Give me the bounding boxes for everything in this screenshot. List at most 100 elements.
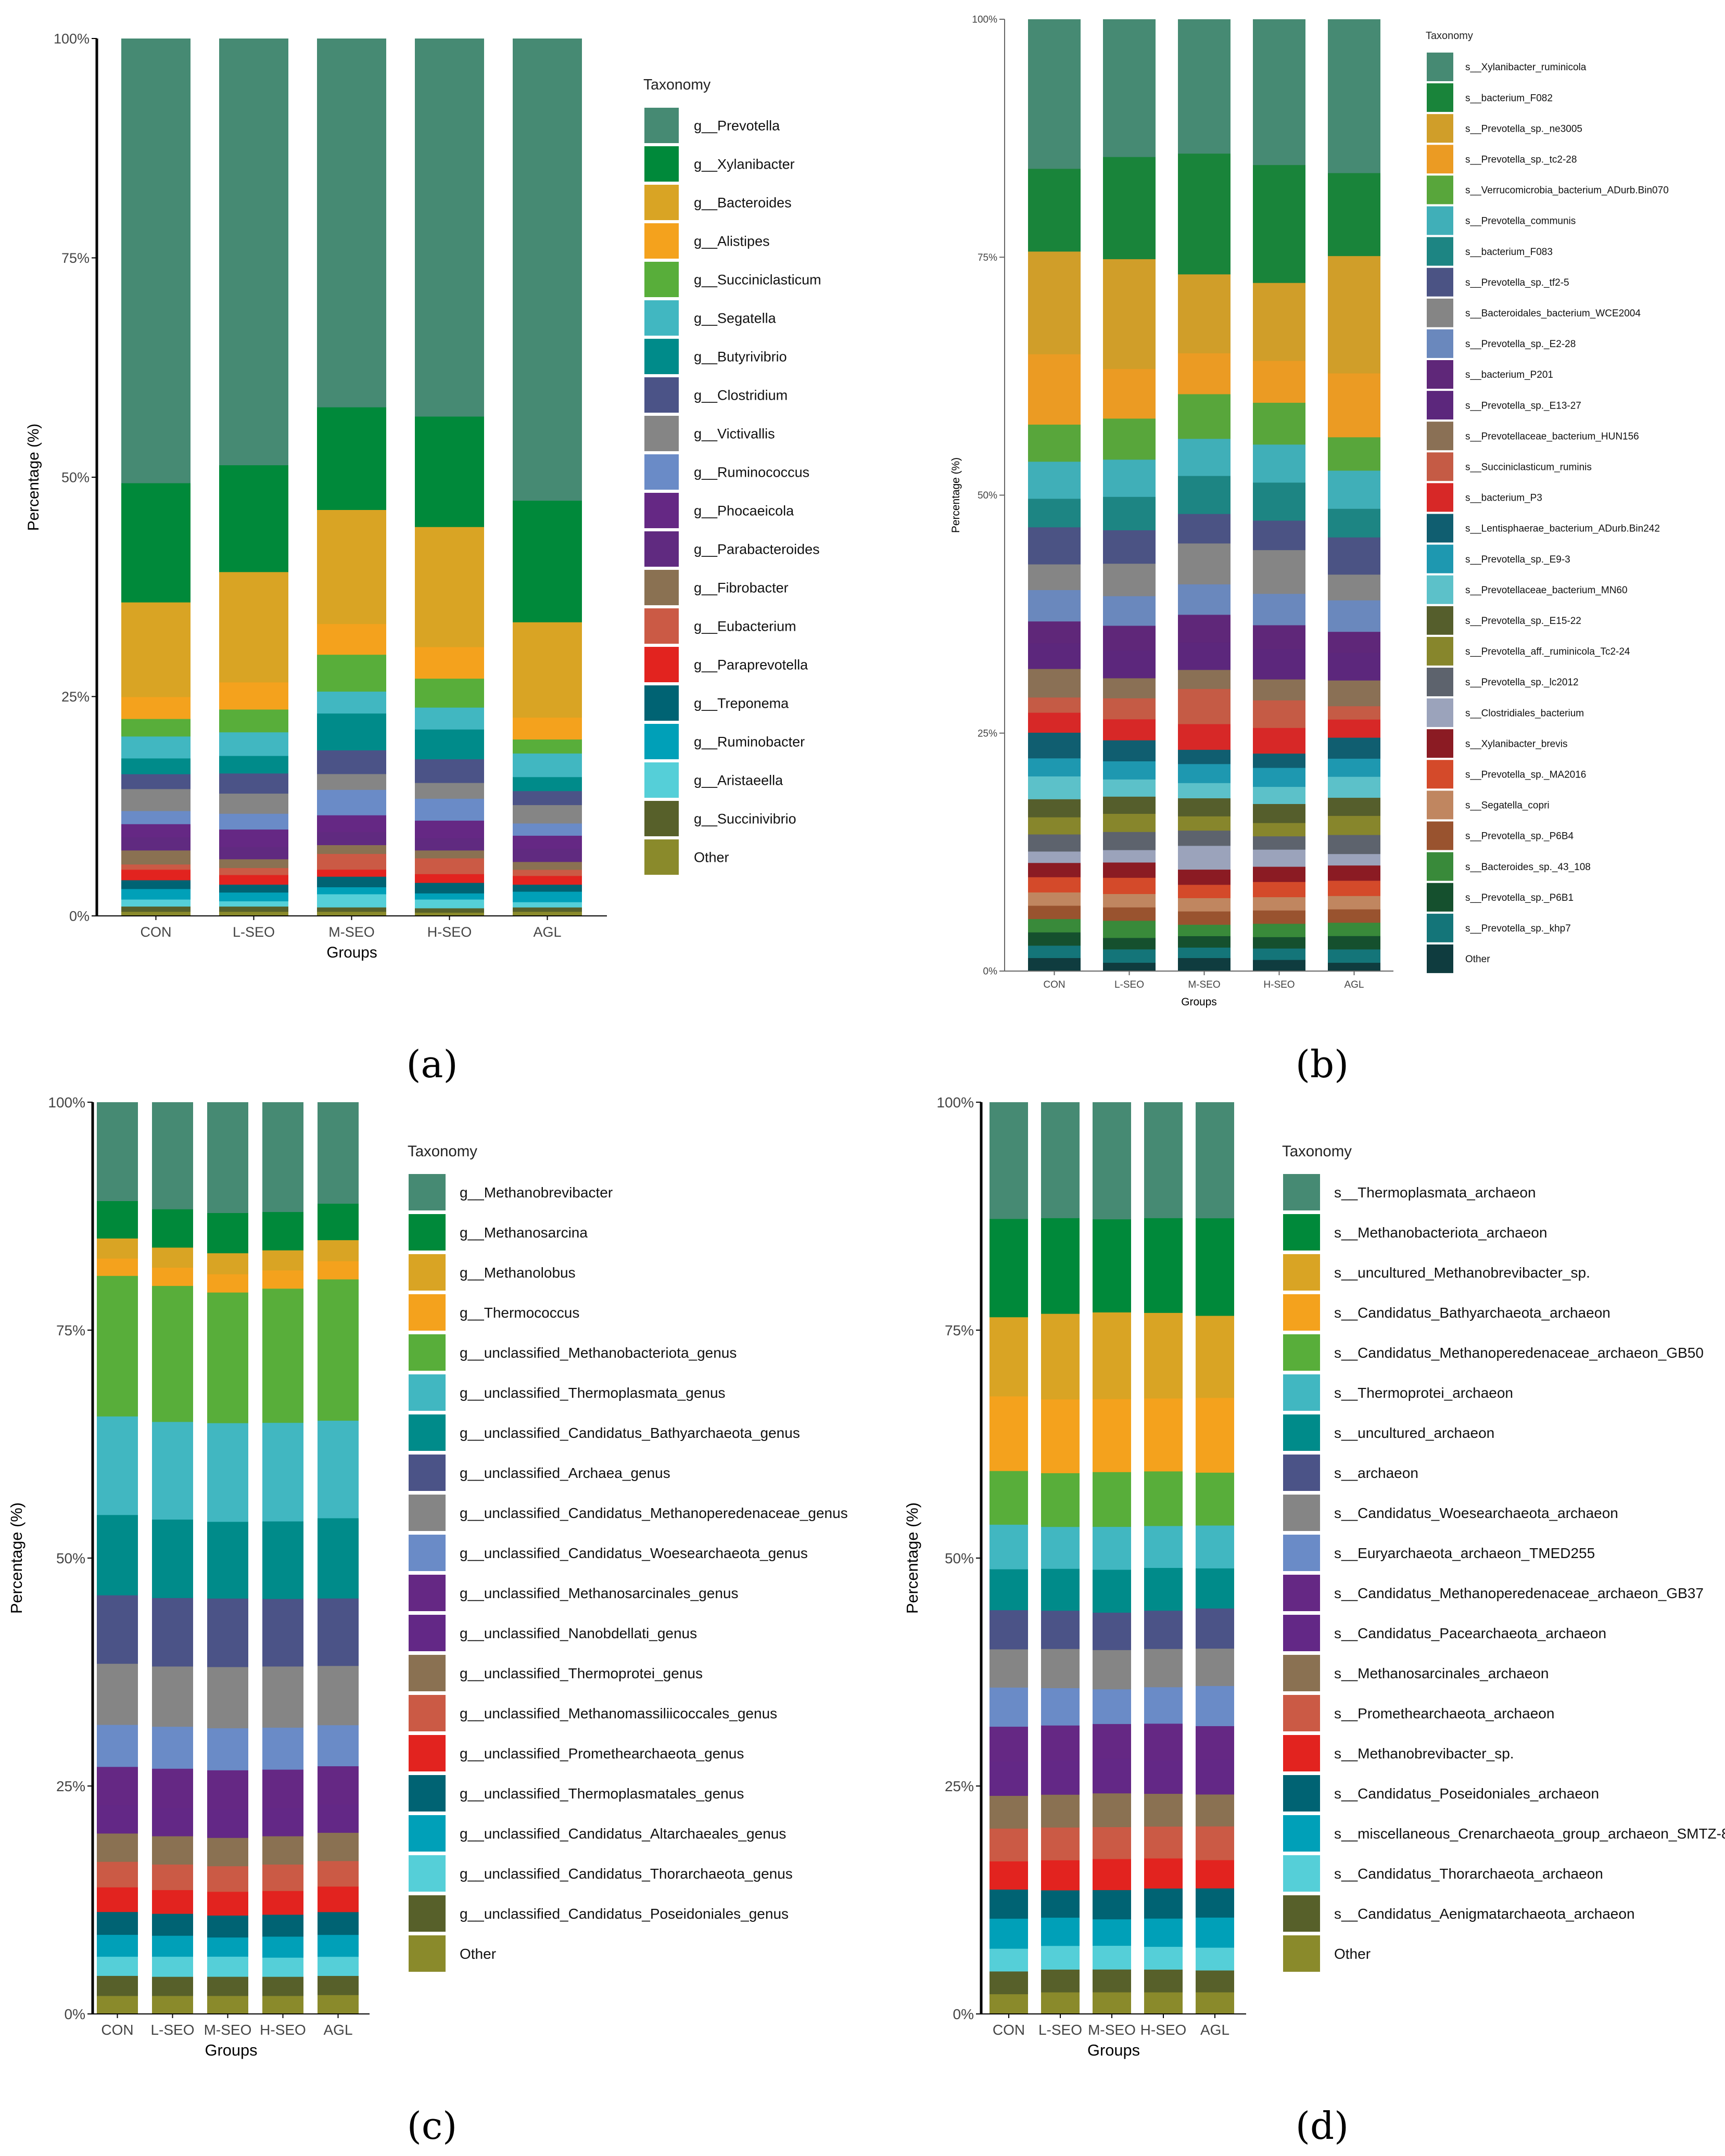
legend-swatch <box>1427 698 1453 728</box>
bar-segment <box>207 1915 248 1938</box>
y-axis-title: Percentage (%) <box>903 1502 921 1614</box>
bar-segment <box>97 1975 138 1996</box>
bar-segment <box>1253 897 1305 911</box>
bar-segment <box>219 901 288 907</box>
bar-segment <box>152 1666 193 1727</box>
panel-a: CON L-SEO M-SEO H-SEO AGL 0% 25% 50% 75% 100% Grou… <box>25 31 821 1086</box>
legend-swatch <box>409 1495 446 1531</box>
bar-segment <box>1253 803 1305 823</box>
bar-segment <box>1328 758 1380 777</box>
legend-label: g__Methanobrevibacter <box>460 1184 613 1201</box>
legend-item: s__Segatella_copri <box>1427 790 1550 820</box>
y-tick-label: 50% <box>56 1550 85 1566</box>
bar-segment <box>415 646 484 679</box>
legend-item: g__Phocaeicola <box>644 493 794 528</box>
bar-segment <box>1093 1398 1131 1472</box>
legend-item: g__unclassified_Thermoprotei_genus <box>409 1655 703 1691</box>
bar-segment <box>1328 776 1380 798</box>
legend: Taxonomy g__Methanobrevibacter g__Methanos… <box>408 1143 848 1972</box>
legend-label: s__Prevotella_sp._tc2-28 <box>1465 154 1577 165</box>
legend-label: s__Prevotella_aff._ruminicola_Tc2-24 <box>1465 646 1630 657</box>
bar-segment <box>1253 960 1305 972</box>
bar-segment <box>318 1804 359 1833</box>
legend-swatch <box>1427 114 1453 143</box>
bar-segment <box>317 853 386 870</box>
legend-swatch <box>1283 1735 1320 1771</box>
bar-segment <box>1103 761 1156 780</box>
bar-segment <box>1144 1946 1183 1970</box>
bar-segment <box>513 902 582 908</box>
bar-segment <box>262 1102 303 1213</box>
bar-segment <box>1196 1648 1234 1686</box>
bar-segment <box>1196 1686 1234 1726</box>
legend-label: s__Euryarchaeota_archaeon_TMED255 <box>1334 1545 1595 1561</box>
bar-segment <box>1253 937 1305 949</box>
legend-swatch <box>1283 1535 1320 1571</box>
legend-swatch <box>644 108 679 143</box>
y-axis-title: Percentage (%) <box>25 424 42 531</box>
bar-segment <box>207 1213 248 1254</box>
bar-segment <box>121 719 191 737</box>
legend-label: g__unclassified_Candidatus_Poseidoniales… <box>460 1906 789 1922</box>
legend-swatch <box>644 608 679 644</box>
bar-segment <box>1103 530 1156 564</box>
bar-l-seo <box>1103 19 1156 972</box>
legend-label: s__Candidatus_Thorarchaeota_archaeon <box>1334 1866 1603 1882</box>
bar-segment <box>1028 19 1081 169</box>
panel-label: (b) <box>1296 1042 1349 1086</box>
legend-title: Taxonomy <box>643 76 711 93</box>
bar-segment <box>1144 1918 1183 1947</box>
y-axis-title: Percentage (%) <box>7 1502 26 1614</box>
bar-segment <box>97 1201 138 1239</box>
bar-segment <box>1196 1947 1234 1971</box>
legend-label: s__Candidatus_Methanoperedenaceae_archae… <box>1334 1345 1704 1361</box>
bar-segment <box>318 1934 359 1957</box>
legend: Taxonomy g__Prevotella g__Xylanibacter g__B… <box>643 76 821 875</box>
bar-h-seo <box>415 39 484 916</box>
y-tick-label: 25% <box>945 1778 974 1794</box>
bar-segment <box>318 1911 359 1935</box>
bar-m-seo <box>1093 1102 1131 2014</box>
legend-swatch <box>644 685 679 721</box>
bar-segment <box>152 1976 193 1996</box>
bar-segment <box>1041 1917 1080 1946</box>
bar-segment <box>1028 712 1081 733</box>
bar-segment <box>207 1423 248 1522</box>
bar-segment <box>1041 1610 1080 1649</box>
bar-segment <box>152 1836 193 1865</box>
legend-swatch <box>409 1174 446 1210</box>
bar-segment <box>207 1838 248 1867</box>
bar-segment <box>1028 697 1081 713</box>
legend-swatch <box>1283 1575 1320 1611</box>
bar-segment <box>97 1238 138 1259</box>
bar-segment <box>317 407 386 510</box>
bar-segment <box>1028 251 1081 354</box>
bar-segment <box>1103 625 1156 651</box>
bar-segment <box>1028 643 1081 669</box>
bar-segment <box>415 874 484 883</box>
bar-segment <box>97 1258 138 1276</box>
bar-segment <box>1093 1919 1131 1946</box>
bar-segment <box>1196 1917 1234 1948</box>
bar-segment <box>1041 1102 1080 1218</box>
bar-segment <box>121 788 191 811</box>
legend-label: s__bacterium_F083 <box>1465 247 1553 258</box>
bar-segment <box>318 1975 359 1995</box>
bar-segment <box>513 739 582 754</box>
bar-segment <box>1178 763 1231 783</box>
legend-item: g__Paraprevotella <box>644 647 808 682</box>
bar-segment <box>207 1770 248 1810</box>
legend-item: g__Methanosarcina <box>409 1214 588 1251</box>
x-tick-label: H-SEO <box>427 924 472 940</box>
legend-swatch <box>1427 391 1453 420</box>
bar-segment <box>317 39 386 407</box>
bar-segment <box>1093 1219 1131 1312</box>
bar-segment <box>121 39 191 483</box>
legend-swatch <box>409 1895 446 1932</box>
bar-segment <box>317 869 386 877</box>
bar-segment <box>207 1728 248 1770</box>
bar-segment <box>513 776 582 792</box>
legend-swatch <box>1427 606 1453 635</box>
bar-segment <box>990 1795 1028 1829</box>
